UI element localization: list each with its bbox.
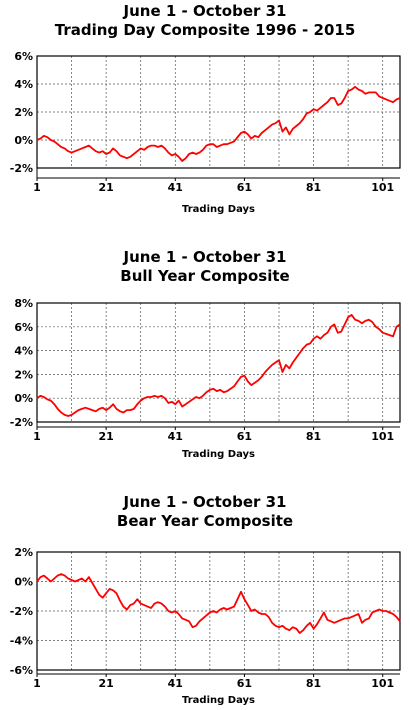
y-tick-label: 4% bbox=[14, 78, 33, 91]
y-tick-label: 2% bbox=[14, 106, 33, 119]
plot-frame bbox=[36, 55, 401, 169]
x-tick-label: 81 bbox=[306, 677, 321, 690]
x-tick-label: 1 bbox=[33, 181, 41, 194]
y-tick-label: 8% bbox=[14, 297, 33, 310]
plot-frame bbox=[36, 302, 401, 423]
x-tick-label: 61 bbox=[237, 430, 252, 443]
x-tick-label: 41 bbox=[168, 677, 183, 690]
series-line bbox=[36, 313, 401, 417]
y-tick-label: -4% bbox=[10, 635, 33, 648]
x-tick-label: 81 bbox=[306, 430, 321, 443]
y-tick-label: -2% bbox=[10, 162, 33, 175]
x-tick-label: 21 bbox=[98, 430, 113, 443]
x-tick-label: 101 bbox=[371, 677, 394, 690]
chart-subtitle: Bull Year Composite bbox=[120, 267, 290, 285]
y-tick-label: -6% bbox=[10, 664, 33, 677]
x-tick-label: 1 bbox=[33, 677, 41, 690]
chart-subtitle: Trading Day Composite 1996 - 2015 bbox=[54, 21, 356, 39]
x-tick-label: 61 bbox=[237, 181, 252, 194]
y-tick-label: 0% bbox=[14, 392, 33, 405]
y-tick-label: -2% bbox=[10, 416, 33, 429]
y-tick-label: 0% bbox=[14, 134, 33, 147]
x-tick-label: 21 bbox=[98, 677, 113, 690]
y-tick-label: 4% bbox=[14, 345, 33, 358]
x-tick-label: 61 bbox=[237, 677, 252, 690]
y-tick-label: 2% bbox=[14, 368, 33, 381]
line-chart-trading-day-composite: -2% 0% 2% 4% 6% 1 21 41 61 81 101 Trading Days bbox=[10, 50, 401, 215]
x-tick-label: 41 bbox=[168, 430, 183, 443]
y-tick-label: -2% bbox=[10, 605, 33, 618]
series-line bbox=[36, 573, 401, 634]
series-line bbox=[36, 85, 401, 162]
x-axis-label: Trading Days bbox=[182, 695, 255, 706]
x-tick-label: 41 bbox=[168, 181, 183, 194]
chart-title: June 1 - October 31 bbox=[123, 2, 287, 20]
chart-subtitle: Bear Year Composite bbox=[116, 512, 294, 530]
line-chart-bull-year-composite: -2% 0% 2% 4% 6% 8% 1 21 41 61 81 101 Trading Days bbox=[10, 297, 401, 460]
y-tick-label: 0% bbox=[14, 576, 33, 589]
x-tick-label: 101 bbox=[371, 430, 394, 443]
chart-title: June 1 - October 31 bbox=[123, 493, 287, 511]
x-axis-label: Trading Days bbox=[182, 449, 255, 460]
plot-frame bbox=[36, 551, 401, 671]
chart-title: June 1 - October 31 bbox=[123, 248, 287, 266]
y-tick-label: 6% bbox=[14, 50, 33, 63]
x-tick-label: 81 bbox=[306, 181, 321, 194]
x-tick-label: 1 bbox=[33, 430, 41, 443]
x-axis-label: Trading Days bbox=[182, 204, 255, 215]
y-tick-label: 6% bbox=[14, 321, 33, 334]
line-chart-bear-year-composite: -6% -4% -2% 0% 2% 1 21 41 61 81 101 Trading Days bbox=[10, 546, 401, 706]
x-tick-label: 21 bbox=[98, 181, 113, 194]
x-tick-label: 101 bbox=[371, 181, 394, 194]
y-tick-label: 2% bbox=[14, 546, 33, 559]
